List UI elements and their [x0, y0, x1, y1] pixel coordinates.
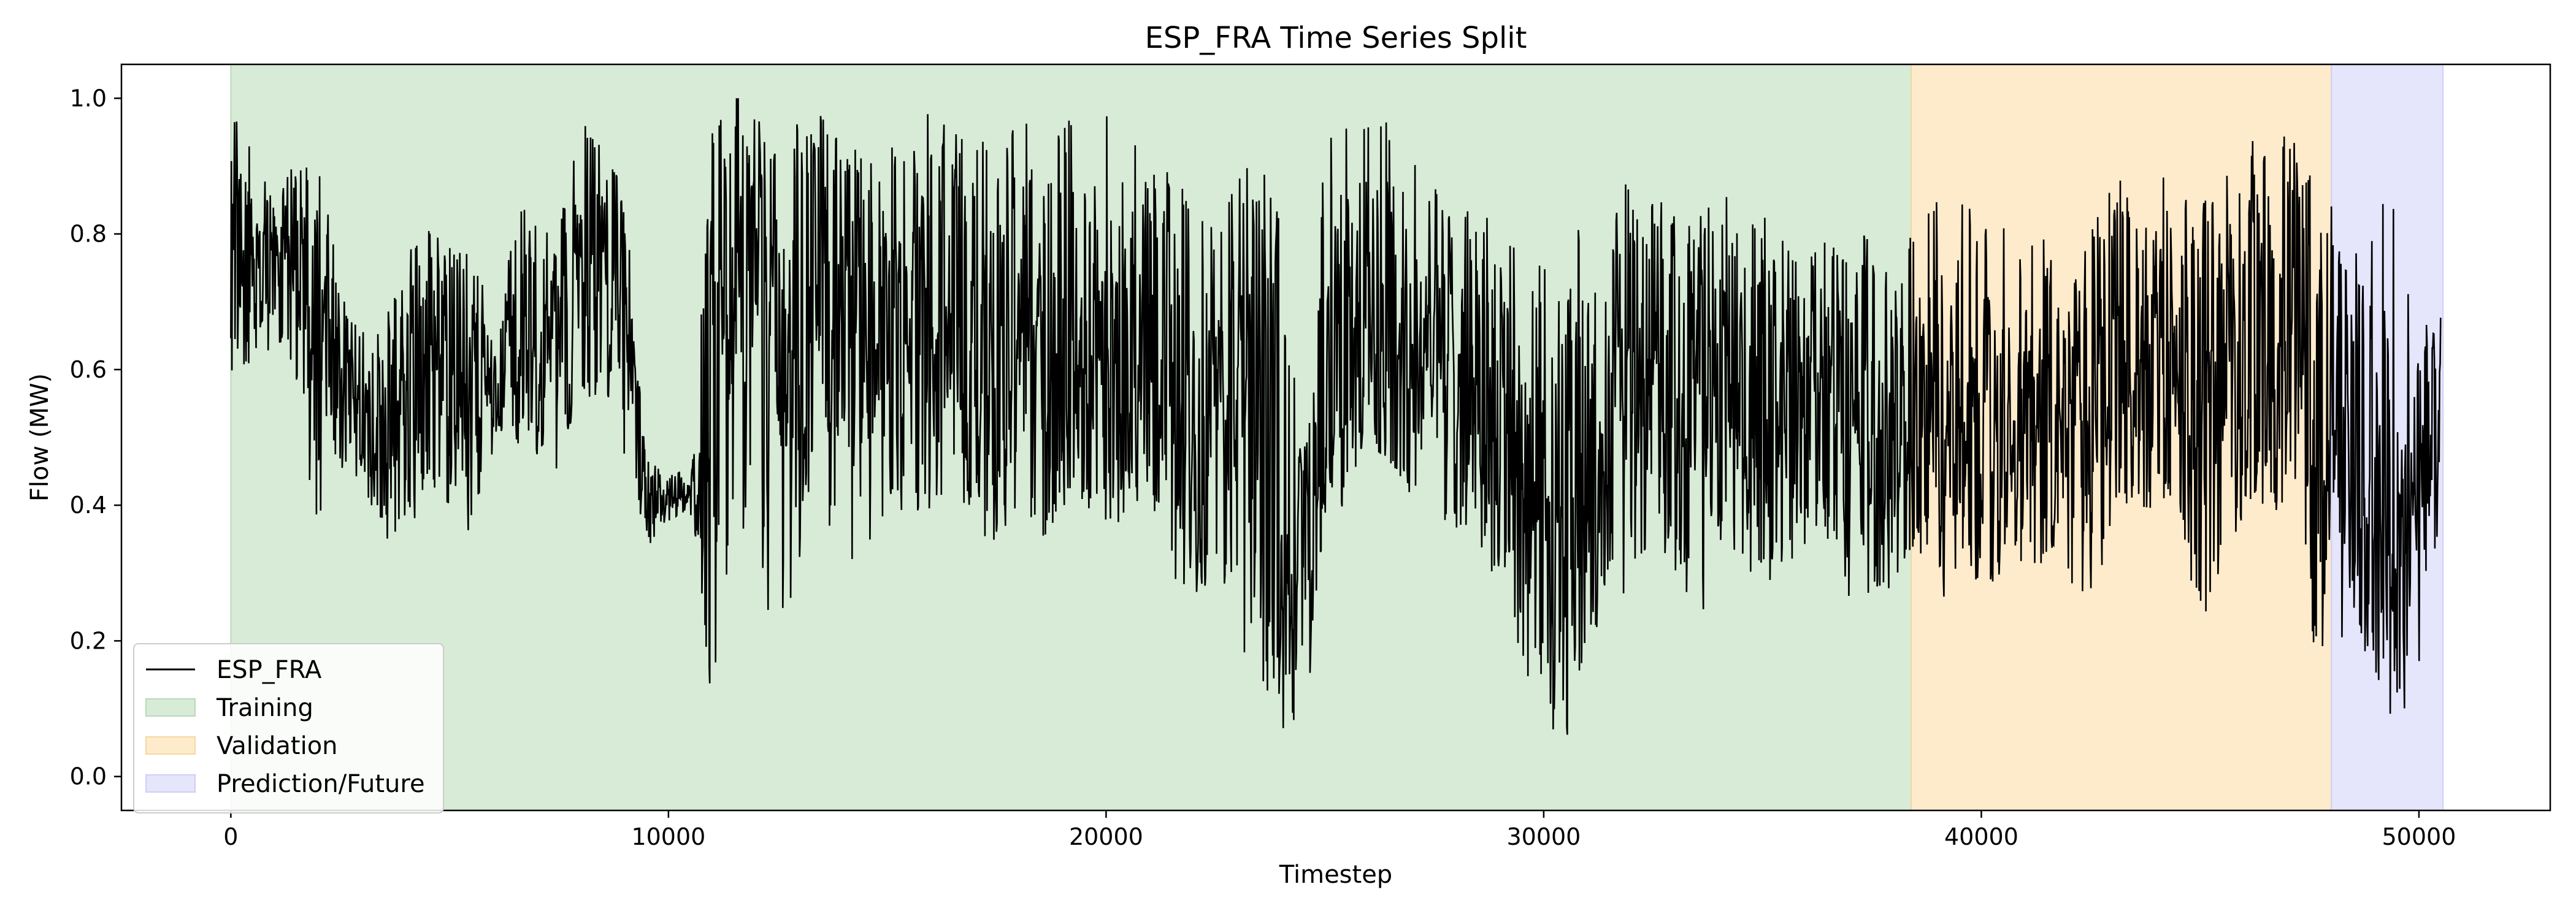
series-layer [230, 98, 2442, 735]
legend: ESP_FRA Training Validation Prediction/Futu… [133, 643, 444, 813]
legend-label-prediction-future: Prediction/Future [217, 770, 425, 798]
x-tick-label: 10000 [631, 823, 705, 850]
y-axis-label: Flow (MW) [26, 373, 54, 501]
y-tick-label: 0.4 [70, 492, 107, 519]
y-tick-label: 0.2 [70, 627, 107, 654]
y-tick-label: 1.0 [70, 85, 107, 112]
x-tick-label: 20000 [1069, 823, 1143, 850]
x-tick-label: 30000 [1506, 823, 1581, 850]
plot-frame [120, 63, 2551, 812]
legend-box [133, 643, 444, 813]
legend-items: ESP_FRA Training Validation Prediction/Futu… [145, 656, 425, 798]
y-tick-label: 0.0 [70, 763, 107, 790]
legend-swatch-validation [145, 736, 196, 755]
x-tick-label: 0 [223, 823, 238, 850]
y-tick-label: 0.8 [70, 221, 107, 248]
x-axis-ticks: 0 10000 20000 30000 40000 50000 [223, 810, 2456, 850]
y-axis-ticks: 0.0 0.2 0.4 0.6 0.8 1.0 [70, 85, 121, 790]
x-axis-label: Timestep [1279, 861, 1392, 889]
legend-label-validation: Validation [217, 732, 338, 760]
legend-swatch-prediction-future [145, 774, 196, 793]
x-tick-label: 40000 [1944, 823, 2018, 850]
legend-swatch-training [145, 698, 196, 717]
y-tick-label: 0.6 [70, 356, 107, 383]
legend-label-esp-fra: ESP_FRA [217, 656, 322, 684]
legend-label-training: Training [216, 694, 313, 722]
chart-title: ESP_FRA Time Series Split [1145, 21, 1527, 55]
series-line-esp-fra [230, 98, 2442, 735]
x-tick-label: 50000 [2382, 823, 2456, 850]
